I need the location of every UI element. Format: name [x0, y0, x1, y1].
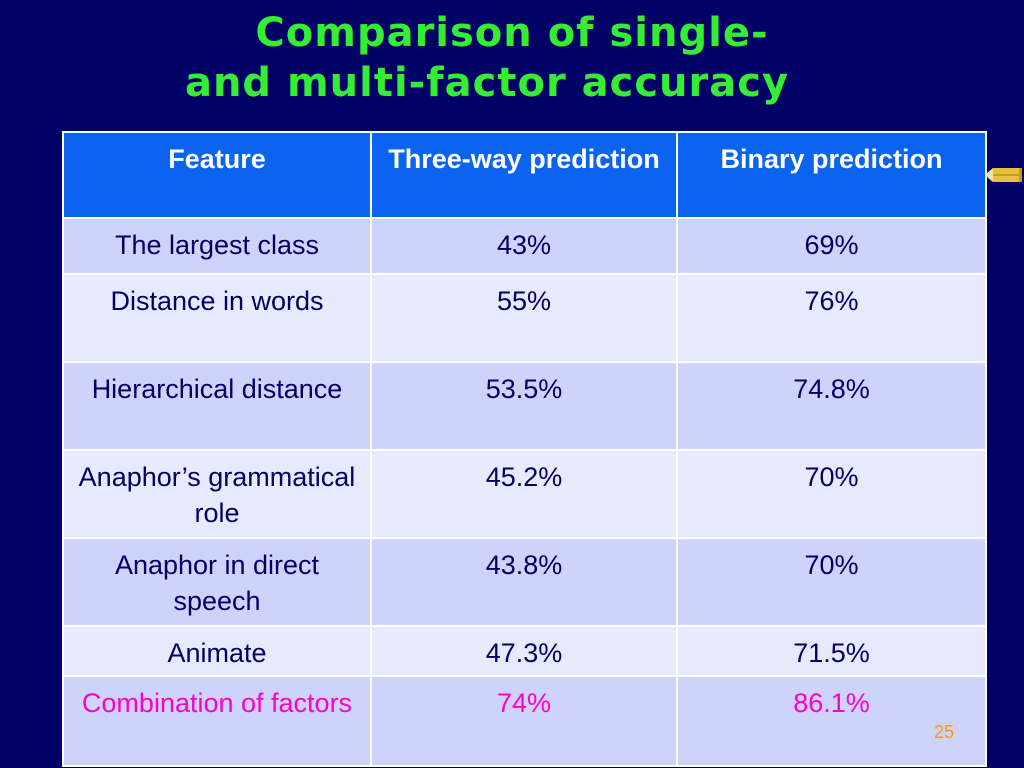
- feature-cell: Anaphor’s grammatical role: [62, 449, 372, 539]
- binary-cell: 70%: [676, 537, 987, 627]
- three-way-cell: 47.3%: [370, 625, 678, 677]
- pencil-icon: [985, 168, 1022, 182]
- slide-title: Comparison of single- and multi-factor a…: [0, 8, 1024, 108]
- table-header-row: Feature Three-way prediction Binary pred…: [62, 131, 987, 219]
- binary-cell: 70%: [676, 449, 987, 539]
- three-way-cell: 55%: [370, 273, 678, 363]
- header-three-way: Three-way prediction: [370, 131, 678, 219]
- feature-cell: Combination of factors: [62, 675, 372, 767]
- table-row: Distance in words 55% 76%: [62, 273, 987, 363]
- table-row: The largest class 43% 69%: [62, 217, 987, 275]
- three-way-cell: 53.5%: [370, 361, 678, 451]
- binary-cell: 74.8%: [676, 361, 987, 451]
- binary-cell: 69%: [676, 217, 987, 275]
- binary-cell: 86.1%: [676, 675, 987, 767]
- page-number: 25: [934, 722, 955, 742]
- header-feature: Feature: [62, 131, 372, 219]
- three-way-cell: 43.8%: [370, 537, 678, 627]
- feature-cell: Anaphor in direct speech: [62, 537, 372, 627]
- table-row: Hierarchical distance 53.5% 74.8%: [62, 361, 987, 451]
- binary-cell: 71.5%: [676, 625, 987, 677]
- table-row: Animate 47.3% 71.5%: [62, 625, 987, 677]
- header-binary: Binary prediction: [676, 131, 987, 219]
- binary-cell: 76%: [676, 273, 987, 363]
- table-row: Anaphor in direct speech 43.8% 70%: [62, 537, 987, 627]
- table-row-combination: Combination of factors 74% 86.1%: [62, 675, 987, 767]
- title-line-1: Comparison of single-: [255, 10, 769, 56]
- table-row: Anaphor’s grammatical role 45.2% 70%: [62, 449, 987, 539]
- title-line-2: and multi-factor accuracy: [184, 60, 790, 106]
- comparison-table: Feature Three-way prediction Binary pred…: [62, 131, 987, 767]
- three-way-cell: 45.2%: [370, 449, 678, 539]
- feature-cell: Animate: [62, 625, 372, 677]
- feature-cell: The largest class: [62, 217, 372, 275]
- three-way-cell: 74%: [370, 675, 678, 767]
- three-way-cell: 43%: [370, 217, 678, 275]
- feature-cell: Hierarchical distance: [62, 361, 372, 451]
- feature-cell: Distance in words: [62, 273, 372, 363]
